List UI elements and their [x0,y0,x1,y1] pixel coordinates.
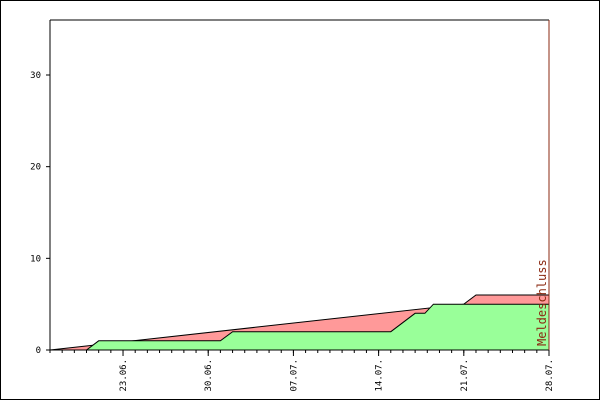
x-tick-label: 21.07. [460,359,470,392]
meldeschluss-label: Meldeschluss [535,259,549,346]
axes-layer: 0 10 20 30 23.06. 30.06. 07.07. 14.07. 21.07. 28.… [30,19,555,392]
series-outline-0 [50,303,549,351]
x-tick-label: 30.06. [204,359,214,392]
series-layer [49,294,549,351]
x-tick-label: 28.07. [545,359,555,392]
x-tick-label: 14.07. [375,359,385,392]
series-area-0 [50,304,549,350]
y-tick-label: 20 [30,163,41,173]
y-tick-label: 10 [30,254,41,264]
y-tick-label: 30 [30,71,41,81]
x-tick-label: 07.07. [289,359,299,392]
x-tick-label: 23.06. [119,359,129,392]
annotation-layer: Meldeschluss [535,259,549,346]
y-tick-label: 0 [36,346,41,356]
series-outline-1 [49,294,549,351]
